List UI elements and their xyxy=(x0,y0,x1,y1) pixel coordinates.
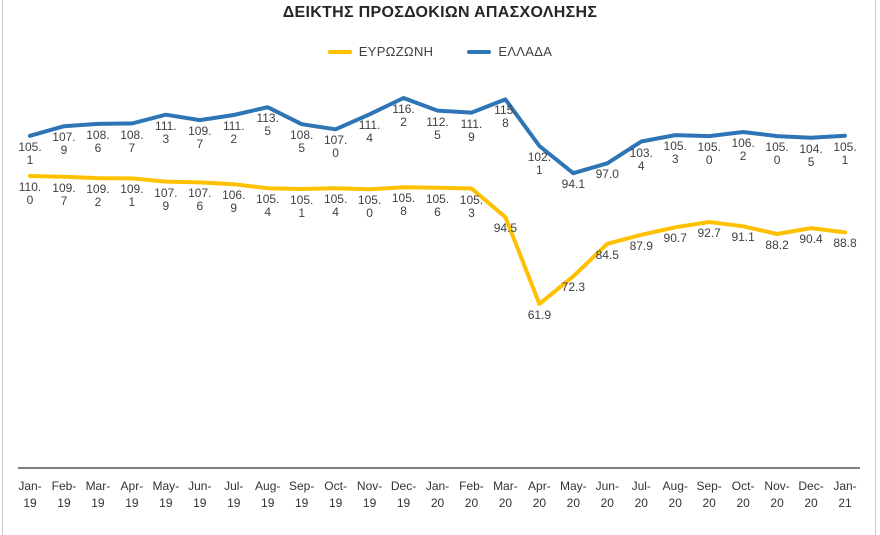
data-label: 105. 3 xyxy=(663,139,687,167)
x-tick-label: Nov- 19 xyxy=(356,479,383,510)
legend-label-greece: ΕΛΛΑΔΑ xyxy=(498,44,553,59)
data-label: 61.9 xyxy=(527,307,552,322)
data-label: 115. 8 xyxy=(494,103,517,131)
data-label: 111. 4 xyxy=(358,118,381,146)
chart-border-right xyxy=(875,0,876,535)
data-label: 97.0 xyxy=(595,167,619,182)
data-label: 106. 9 xyxy=(222,188,246,216)
data-label: 105. 0 xyxy=(765,140,789,168)
data-label: 103. 4 xyxy=(629,145,653,173)
data-label: 109. 7 xyxy=(52,180,76,208)
data-label: 90.7 xyxy=(663,231,687,246)
data-label: 105. 4 xyxy=(256,192,280,220)
x-tick-label: Jan- 21 xyxy=(833,479,857,510)
data-label: 105. 8 xyxy=(391,191,416,219)
chart-title: ΔΕΙΚΤΗΣ ΠΡΟΣΔΟΚΙΩΝ ΑΠΑΣΧΟΛΗΣΗΣ xyxy=(282,4,598,21)
data-label: 112. 5 xyxy=(426,114,449,142)
data-label: 92.7 xyxy=(697,226,721,241)
x-tick-label: Dec- 20 xyxy=(798,479,824,510)
x-tick-label: Jun- 19 xyxy=(188,479,212,510)
x-tick-label: Aug- 19 xyxy=(255,479,281,510)
x-tick-label: Feb- 19 xyxy=(51,479,77,510)
data-label: 111. 2 xyxy=(222,119,245,147)
data-label: 104. 5 xyxy=(799,141,823,169)
data-label: 88.2 xyxy=(765,237,789,252)
data-label: 113. 5 xyxy=(256,111,279,139)
data-label: 105. 1 xyxy=(289,193,314,221)
x-tick-label: Nov- 20 xyxy=(764,479,790,510)
x-tick-label: Jan- 19 xyxy=(18,479,42,510)
data-label: 109. 2 xyxy=(86,182,110,210)
data-label: 84.5 xyxy=(595,247,619,262)
x-tick-label: Mar- 20 xyxy=(493,479,518,510)
legend-item-greece: ΕΛΛΑΔΑ xyxy=(467,44,552,59)
series-line-greece xyxy=(28,96,847,176)
data-label: 105. 4 xyxy=(323,192,348,220)
data-label: 94.5 xyxy=(493,221,518,236)
data-label: 106. 2 xyxy=(731,136,755,164)
data-label: 109. 7 xyxy=(188,124,212,152)
chart-border-left xyxy=(2,0,3,535)
x-tick-label: Oct- 19 xyxy=(324,479,347,510)
x-tick-label: Jan- 20 xyxy=(425,479,450,510)
x-tick-label: Sep- 20 xyxy=(696,479,722,510)
data-label: 105. 0 xyxy=(357,193,382,221)
data-label: 105. 3 xyxy=(459,192,484,220)
legend: ΕΥΡΩΖΩΝΗ ΕΛΛΑΔΑ xyxy=(0,44,880,59)
data-label: 102. 1 xyxy=(527,149,552,177)
x-tick-label: Jul- 19 xyxy=(224,479,244,510)
data-label: 108. 5 xyxy=(289,128,314,156)
data-label: 91.1 xyxy=(731,230,755,245)
data-label: 105. 6 xyxy=(425,191,450,219)
x-tick-label: Oct- 20 xyxy=(731,479,755,510)
data-label: 109. 1 xyxy=(120,182,144,210)
data-label: 116. 2 xyxy=(392,102,415,130)
x-tick-label: Apr- 20 xyxy=(528,479,551,510)
x-tick-label: Dec- 19 xyxy=(390,479,417,510)
data-label: 105. 1 xyxy=(833,139,857,167)
x-tick-label: Apr- 19 xyxy=(120,479,144,510)
x-tick-label: Aug- 20 xyxy=(662,479,688,510)
x-axis-line xyxy=(18,467,860,469)
data-label: 87.9 xyxy=(629,238,653,253)
data-label: 108. 7 xyxy=(120,127,144,155)
data-label: 90.4 xyxy=(799,232,823,247)
legend-label-eurozone: ΕΥΡΩΖΩΝΗ xyxy=(358,44,434,59)
data-label: 107. 0 xyxy=(323,133,348,161)
data-label: 111. 9 xyxy=(460,116,483,144)
data-label: 111. 3 xyxy=(155,118,177,146)
data-label: 108. 6 xyxy=(86,127,110,155)
x-tick-label: May- 20 xyxy=(559,479,587,510)
x-tick-label: Jun- 20 xyxy=(595,479,619,510)
data-label: 107. 6 xyxy=(188,186,212,214)
legend-swatch-eurozone xyxy=(327,49,352,54)
data-label: 94.1 xyxy=(561,177,585,192)
x-tick-label: Feb- 20 xyxy=(459,479,484,510)
x-tick-label: Mar- 19 xyxy=(85,479,111,510)
data-label: 105. 1 xyxy=(18,139,42,167)
x-tick-label: Sep- 19 xyxy=(288,479,315,510)
data-label: 107. 9 xyxy=(154,185,178,213)
legend-swatch-greece xyxy=(467,49,492,54)
data-label: 107. 9 xyxy=(52,130,76,158)
data-label: 110. 0 xyxy=(18,180,42,207)
data-label: 105. 0 xyxy=(697,140,721,168)
data-label: 72.3 xyxy=(561,280,585,295)
data-label: 88.8 xyxy=(833,236,857,251)
series-line-eurozone xyxy=(28,174,847,306)
x-tick-label: Jul- 20 xyxy=(631,479,651,510)
x-tick-label: May- 19 xyxy=(152,479,180,510)
legend-item-eurozone: ΕΥΡΩΖΩΝΗ xyxy=(327,44,434,59)
